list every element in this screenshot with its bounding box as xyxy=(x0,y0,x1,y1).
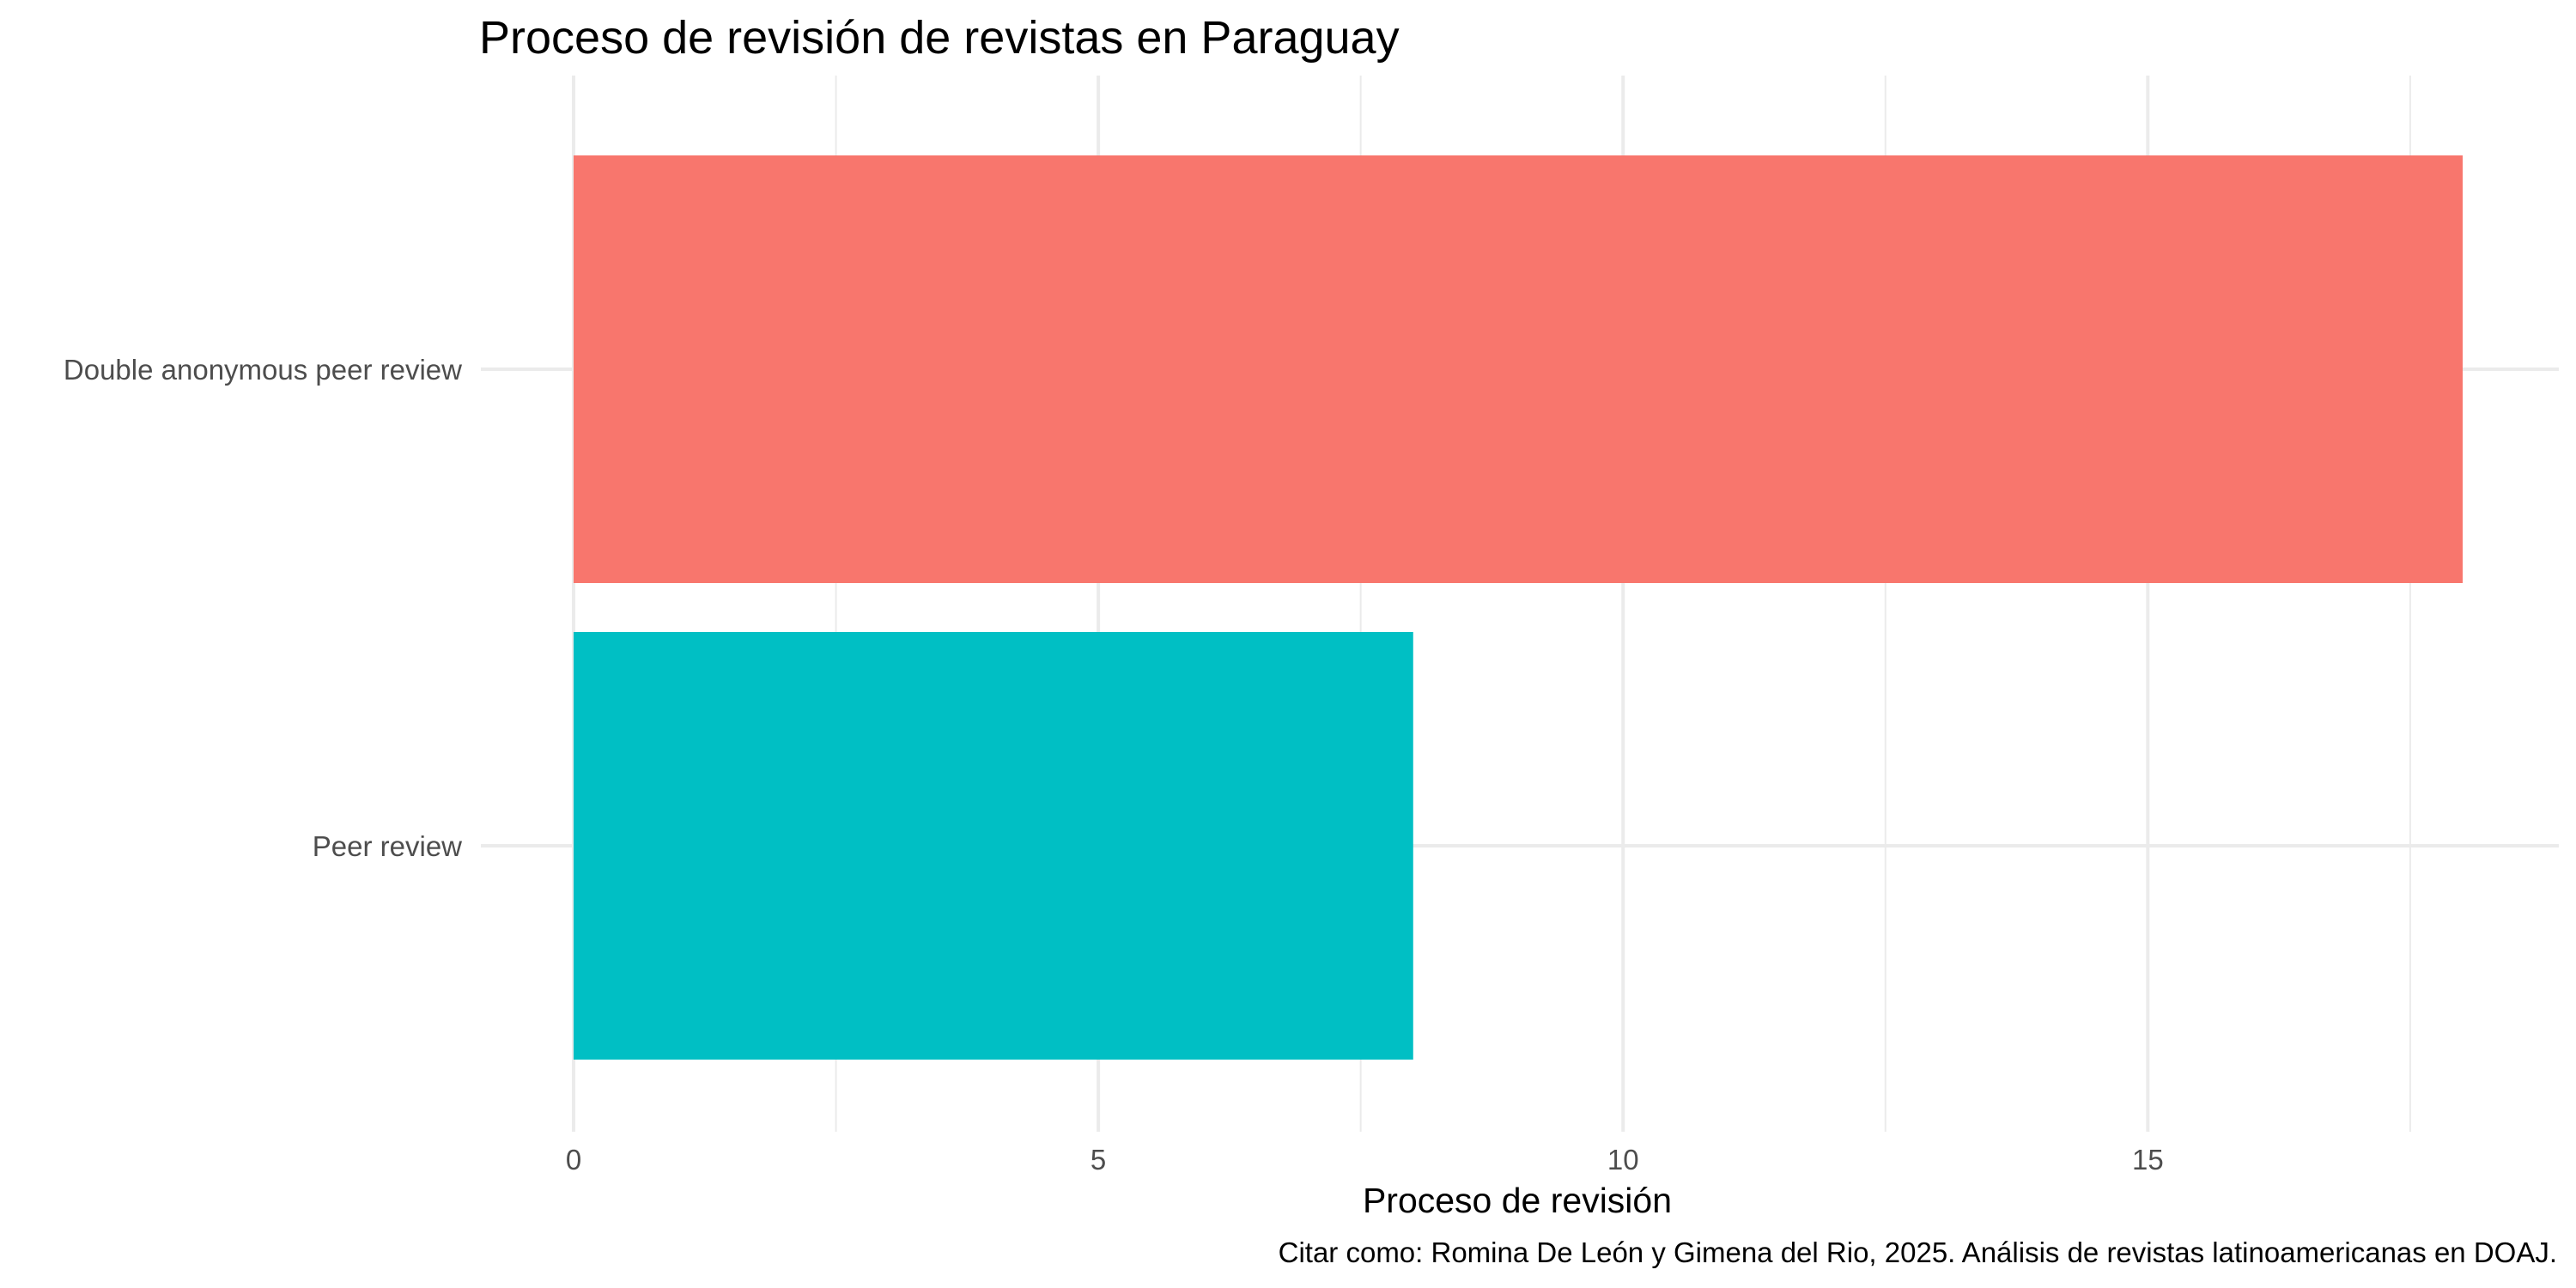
x-tick-label: 10 xyxy=(1607,1144,1639,1176)
y-tick-label: Double anonymous peer review xyxy=(64,354,462,386)
bar-peer-review xyxy=(574,632,1413,1060)
x-axis-tick-labels: 0 5 10 15 xyxy=(566,1144,2164,1176)
bars xyxy=(574,155,2463,1060)
chart-caption: Citar como: Romina De León y Gimena del … xyxy=(1279,1236,2557,1268)
x-axis-label: Proceso de revisión xyxy=(1363,1181,1672,1220)
bar-double-anonymous-peer-review xyxy=(574,155,2463,583)
chart-title: Proceso de revisión de revistas en Parag… xyxy=(479,12,1400,64)
x-tick-label: 5 xyxy=(1091,1144,1106,1176)
x-tick-label: 0 xyxy=(566,1144,581,1176)
y-axis-tick-labels: Double anonymous peer review Peer review xyxy=(64,354,462,862)
y-tick-label: Peer review xyxy=(313,830,462,862)
x-tick-label: 15 xyxy=(2132,1144,2164,1176)
